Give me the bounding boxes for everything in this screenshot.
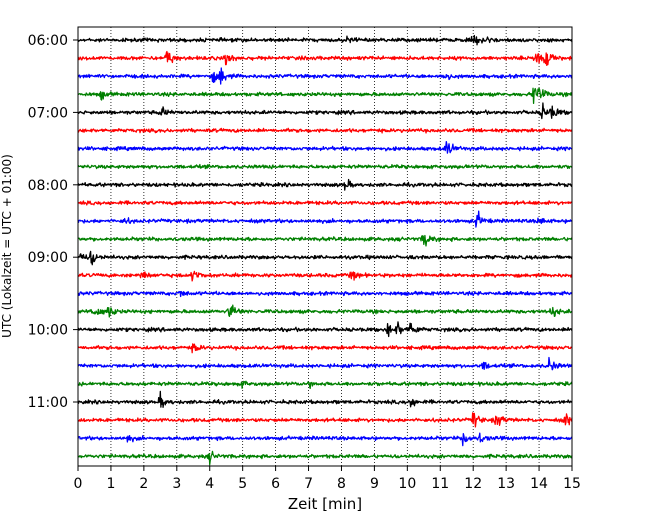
traces-group: [77, 34, 573, 466]
x-tick-label-2: 2: [139, 476, 148, 492]
x-tick-label-0: 0: [74, 476, 83, 492]
x-tick-label-14: 14: [530, 476, 548, 492]
trace-0845: [77, 234, 573, 247]
plot-frame: [77, 26, 573, 467]
trace-0700: [77, 102, 573, 120]
trace-1100: [77, 390, 573, 408]
grid-lines: [110, 27, 540, 466]
x-tick-label-10: 10: [398, 476, 416, 492]
trace-1145: [77, 450, 573, 466]
y-axis-label: UTC (Lokalzeit = UTC + 01:00): [0, 154, 14, 338]
trace-1030: [77, 356, 573, 371]
x-tick-label-5: 5: [238, 476, 247, 492]
x-tick-label-7: 7: [304, 476, 313, 492]
trace-1015: [77, 343, 573, 354]
y-tick-label-11:00: 11:00: [28, 395, 68, 411]
trace-0600: [77, 34, 573, 46]
trace-1000: [77, 321, 573, 338]
x-tick-label-8: 8: [337, 476, 346, 492]
x-tick-label-12: 12: [464, 476, 482, 492]
trace-0900: [77, 250, 573, 266]
trace-0715: [77, 127, 573, 134]
x-tick-label-6: 6: [271, 476, 280, 492]
x-tick-label-1: 1: [106, 476, 115, 492]
trace-0645: [77, 87, 573, 104]
trace-0915: [77, 270, 573, 282]
y-tick-label-07:00: 07:00: [28, 105, 68, 121]
trace-1045: [77, 380, 573, 390]
trace-0930: [77, 290, 573, 298]
trace-0815: [77, 200, 573, 206]
x-tick-label-9: 9: [370, 476, 379, 492]
x-tick-label-15: 15: [563, 476, 581, 492]
x-tick-label-3: 3: [172, 476, 181, 492]
trace-0945: [77, 304, 573, 318]
y-tick-label-06:00: 06:00: [28, 33, 68, 49]
x-tick-label-11: 11: [431, 476, 449, 492]
y-axis-ticks: 06:00 07:00 08:00 09:00 10:00 11:00: [28, 33, 78, 411]
y-tick-label-08:00: 08:00: [28, 178, 68, 194]
trace-0830: [77, 210, 573, 228]
trace-1130: [77, 432, 573, 447]
x-tick-label-4: 4: [205, 476, 214, 492]
trace-0730: [77, 141, 573, 154]
y-tick-label-10:00: 10:00: [28, 323, 68, 339]
trace-0615: [77, 50, 573, 66]
trace-0630: [77, 67, 573, 85]
x-axis-ticks: 0 1 2 3 4 5 6 7 8 9 10 11 12 13 14 15: [74, 466, 581, 492]
x-tick-label-13: 13: [497, 476, 515, 492]
trace-0745: [77, 163, 573, 170]
trace-0800: [77, 178, 573, 191]
x-axis-label: Zeit [min]: [288, 495, 362, 513]
y-tick-label-09:00: 09:00: [28, 250, 68, 266]
trace-1115: [77, 412, 573, 428]
